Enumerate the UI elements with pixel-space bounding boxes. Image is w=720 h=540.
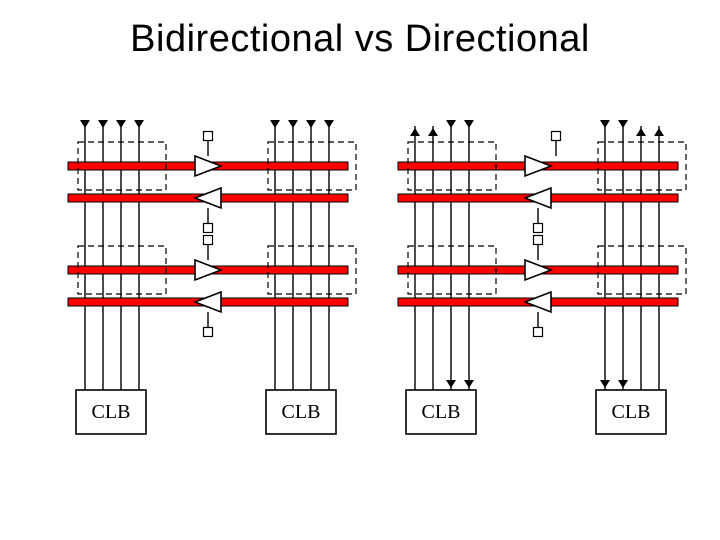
svg-text:CLB: CLB <box>282 401 321 423</box>
routing-diagram: CLB CLB CLB CLB <box>0 0 720 540</box>
svg-text:CLB: CLB <box>92 401 131 423</box>
svg-text:CLB: CLB <box>422 401 461 423</box>
svg-text:CLB: CLB <box>612 401 651 423</box>
